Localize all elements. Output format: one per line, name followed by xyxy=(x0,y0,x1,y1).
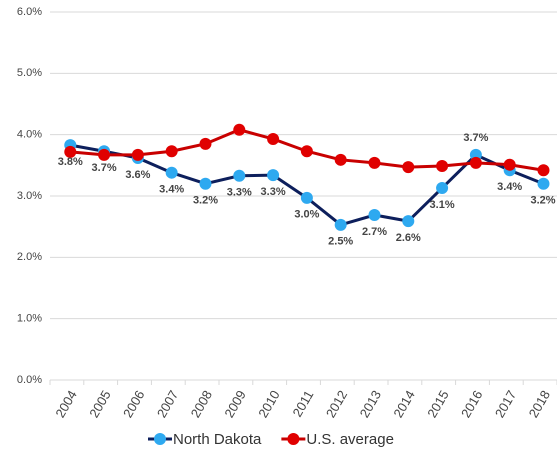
y-tick-label: 3.0% xyxy=(17,190,42,202)
data-label: 2.6% xyxy=(396,232,421,244)
series-marker xyxy=(267,169,280,182)
series-marker xyxy=(334,153,347,166)
data-label: 3.2% xyxy=(193,195,218,207)
x-tick-label: 2010 xyxy=(255,388,282,421)
y-tick-label: 2.0% xyxy=(17,251,42,263)
data-label: 3.8% xyxy=(58,156,83,168)
series-marker xyxy=(165,145,178,158)
series-marker xyxy=(402,215,415,228)
legend-marker xyxy=(154,433,166,445)
data-label: 3.6% xyxy=(125,169,150,181)
x-tick-label: 2009 xyxy=(221,388,248,421)
series-marker xyxy=(368,156,381,169)
x-tick-label: 2017 xyxy=(492,388,519,421)
series-marker xyxy=(469,156,482,169)
series-marker xyxy=(537,177,550,190)
x-tick-label: 2011 xyxy=(289,388,316,420)
x-tick-label: 2014 xyxy=(390,388,417,421)
data-label: 3.4% xyxy=(497,181,522,193)
data-label: 3.7% xyxy=(463,132,488,144)
series-marker xyxy=(199,177,212,190)
data-label: 3.0% xyxy=(294,209,319,221)
series-marker xyxy=(334,218,347,231)
x-tick-label: 2007 xyxy=(154,388,181,421)
y-tick-label: 4.0% xyxy=(17,129,42,141)
series-marker xyxy=(436,159,449,172)
y-tick-label: 5.0% xyxy=(17,67,42,79)
data-label: 2.7% xyxy=(362,226,387,238)
data-label: 3.1% xyxy=(430,199,455,211)
series-marker xyxy=(368,209,381,222)
x-tick-label: 2016 xyxy=(458,388,485,421)
series-marker xyxy=(503,158,516,171)
legend-label: U.S. average xyxy=(306,431,394,448)
x-tick-label: 2004 xyxy=(52,388,79,421)
series-marker xyxy=(267,132,280,145)
x-tick-label: 2008 xyxy=(188,388,215,421)
x-tick-label: 2013 xyxy=(357,388,384,421)
series-marker xyxy=(402,161,415,174)
y-tick-label: 0.0% xyxy=(17,374,42,386)
series-marker xyxy=(233,169,246,182)
x-tick-label: 2018 xyxy=(526,388,553,421)
series-marker xyxy=(537,164,550,177)
series-marker xyxy=(98,148,111,161)
series-marker xyxy=(300,145,313,158)
data-label: 3.3% xyxy=(227,187,252,199)
series-marker xyxy=(300,191,313,204)
series-marker xyxy=(131,148,144,161)
data-label: 3.2% xyxy=(530,195,555,207)
y-tick-label: 1.0% xyxy=(17,313,42,325)
legend-label: North Dakota xyxy=(173,431,262,448)
x-tick-label: 2005 xyxy=(86,388,113,421)
series-marker xyxy=(199,137,212,150)
data-label: 3.7% xyxy=(92,162,117,174)
data-label: 2.5% xyxy=(328,236,353,248)
x-tick-label: 2012 xyxy=(323,388,350,421)
legend-marker xyxy=(287,433,300,445)
x-tick-label: 2015 xyxy=(424,388,451,421)
data-label: 3.4% xyxy=(159,184,184,196)
data-label: 3.3% xyxy=(261,186,286,198)
series-marker xyxy=(165,166,178,179)
series-marker xyxy=(233,123,246,136)
x-tick-label: 2006 xyxy=(120,388,147,421)
y-tick-label: 6.0% xyxy=(17,6,42,18)
series-marker xyxy=(64,145,77,158)
series-marker xyxy=(436,182,449,195)
